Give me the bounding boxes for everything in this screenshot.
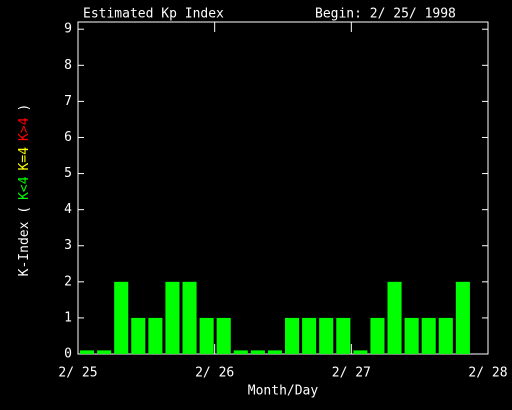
bar [250,350,265,354]
bar [267,350,282,354]
chart-title: Estimated Kp Index [83,7,224,22]
bar [302,317,317,354]
bar [421,317,436,354]
bar [319,317,334,354]
y-tick-label: 8 [64,58,72,73]
bar [114,281,129,354]
bar [336,317,351,354]
bar [80,350,95,354]
x-tick-label: 2/ 26 [195,366,234,381]
bar [165,281,180,354]
bar [387,281,402,354]
y-label-part: K-Index ( [17,206,32,276]
y-label-part: K>4 [17,117,32,141]
bar [148,317,163,354]
y-tick-label: 3 [64,238,72,253]
y-tick-label: 1 [64,310,72,325]
x-tick-label: 2/ 27 [332,366,371,381]
bar [97,350,112,354]
y-tick-label: 5 [64,166,72,181]
y-axis-label: K-Index ( K<4 K=4 K>4) [17,104,32,277]
bar [182,281,197,354]
bar [285,317,300,354]
y-tick-label: 0 [64,347,72,362]
bar [370,317,385,354]
x-axis-label: Month/Day [248,384,319,399]
bar [199,317,214,354]
y-tick-label: 2 [64,274,72,289]
x-tick-label: 2/ 28 [468,366,507,381]
y-label-part: K<4 [17,176,32,200]
y-tick-label: 7 [64,94,72,109]
y-label-part: K=4 [17,147,32,171]
bar [216,317,231,354]
y-tick-label: 4 [64,202,72,217]
bar [455,281,470,354]
bar [404,317,419,354]
bar [233,350,248,354]
bar [438,317,453,354]
bar [353,350,368,354]
plot-frame [77,21,489,355]
x-tick-label: 2/ 25 [58,366,97,381]
y-tick-label: 9 [64,22,72,37]
y-tick-label: 6 [64,130,72,145]
bar [131,317,146,354]
y-label-part: ) [17,104,32,112]
chart-subtitle: Begin: 2/ 25/ 1998 [315,7,456,22]
